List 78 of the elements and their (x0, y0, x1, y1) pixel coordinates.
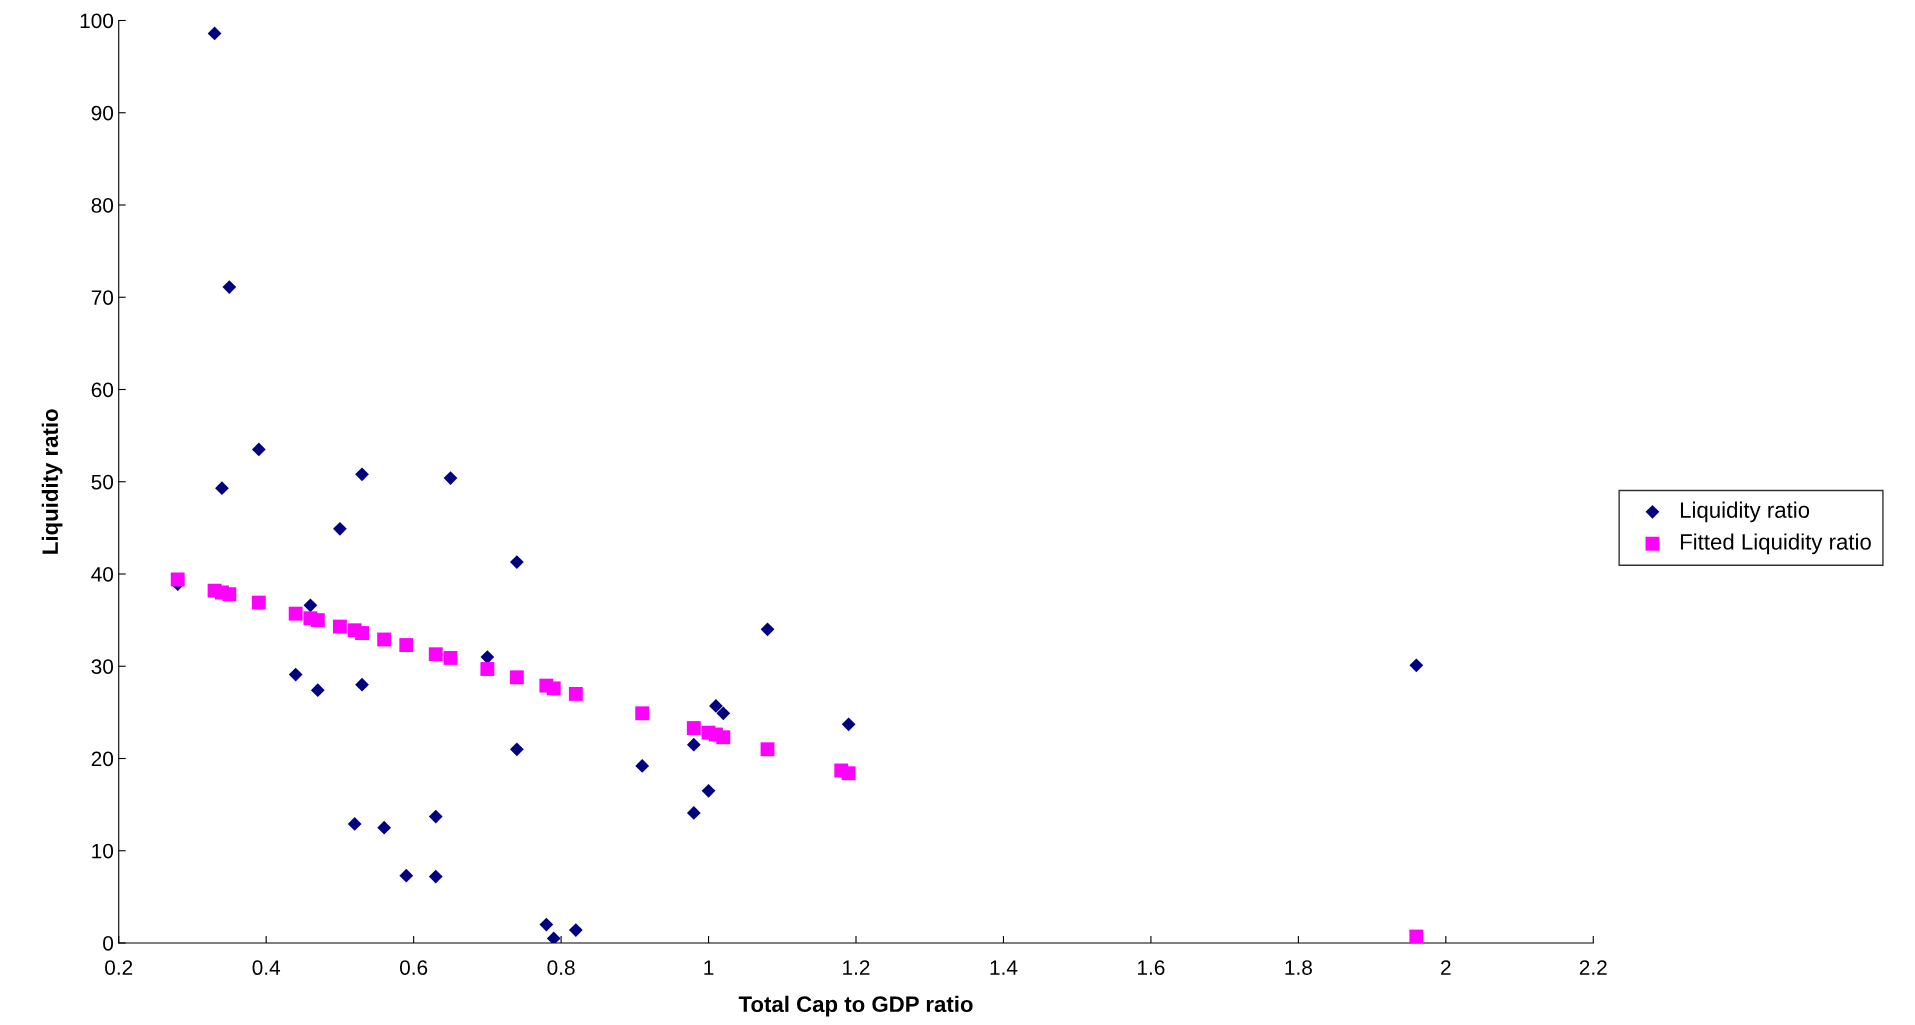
y-tick-label: 10 (92, 843, 114, 859)
point (841, 766, 856, 781)
point (716, 730, 731, 745)
point (716, 706, 731, 721)
y-tick-label: 90 (91, 105, 114, 121)
point (222, 280, 237, 294)
y-tick-label: 50 (91, 474, 114, 490)
point (303, 598, 318, 613)
point (568, 686, 583, 701)
y-tick-label: 100 (80, 13, 114, 29)
point (701, 783, 716, 798)
point (399, 638, 414, 652)
point (509, 555, 524, 569)
y-tick-label: 20 (91, 751, 114, 767)
y-axis-title: Liquidity ratio (41, 409, 63, 554)
point (686, 806, 701, 820)
x-tick-label: 1.8 (1285, 960, 1312, 975)
point (377, 632, 392, 647)
point (428, 869, 443, 884)
point (428, 809, 443, 824)
point (215, 481, 229, 496)
point (399, 868, 414, 883)
point (288, 606, 303, 621)
x-axis-title: Total Cap to GDP ratio (738, 995, 973, 1017)
y-tick-label: 70 (91, 290, 114, 305)
y-tick-label: 40 (91, 567, 114, 582)
x-tick-label: 0.4 (252, 960, 281, 975)
point (428, 647, 443, 662)
point (377, 820, 392, 835)
point (310, 683, 325, 698)
point (443, 651, 458, 665)
point (251, 442, 266, 457)
x-tick-label: 1.4 (990, 960, 1018, 975)
x-tick-label: 0.8 (547, 960, 575, 975)
y-tick-label: 60 (91, 382, 114, 398)
point (170, 572, 185, 587)
x-tick-label: 1.2 (843, 960, 870, 975)
point (355, 467, 369, 482)
legend-label: Liquidity ratio (1680, 501, 1810, 523)
legend-label: Fitted Liquidity ratio (1680, 533, 1871, 555)
point (709, 699, 723, 713)
point (760, 742, 775, 757)
x-tick-label: 1.6 (1138, 960, 1165, 975)
x-tick-label: 2 (1441, 960, 1451, 975)
point (480, 662, 495, 676)
x-tick-label: 2.2 (1579, 960, 1607, 975)
y-tick-label: 30 (91, 659, 114, 674)
point (568, 923, 583, 937)
point (288, 667, 303, 682)
x-tick-label: 1 (704, 960, 714, 975)
point (546, 931, 561, 943)
point (760, 622, 775, 637)
point (347, 817, 362, 831)
point (310, 613, 325, 628)
point (1409, 658, 1424, 673)
point (509, 670, 524, 685)
point (686, 737, 701, 752)
point (546, 681, 561, 696)
point (480, 650, 495, 664)
x-tick-label: 0.6 (399, 960, 428, 975)
point (207, 26, 222, 41)
point (443, 471, 458, 485)
point (333, 521, 347, 536)
point (539, 917, 554, 932)
point (355, 677, 369, 692)
point (222, 587, 237, 602)
point (251, 595, 266, 610)
point (686, 721, 701, 735)
x-tick-label: 0.2 (105, 960, 133, 975)
point (635, 706, 650, 721)
y-tick-label: 0 (103, 936, 114, 951)
point (841, 717, 856, 732)
point (332, 619, 347, 634)
point (635, 759, 650, 773)
point (509, 742, 524, 757)
point (1409, 929, 1424, 943)
point (355, 626, 369, 640)
y-tick-label: 80 (91, 198, 114, 213)
